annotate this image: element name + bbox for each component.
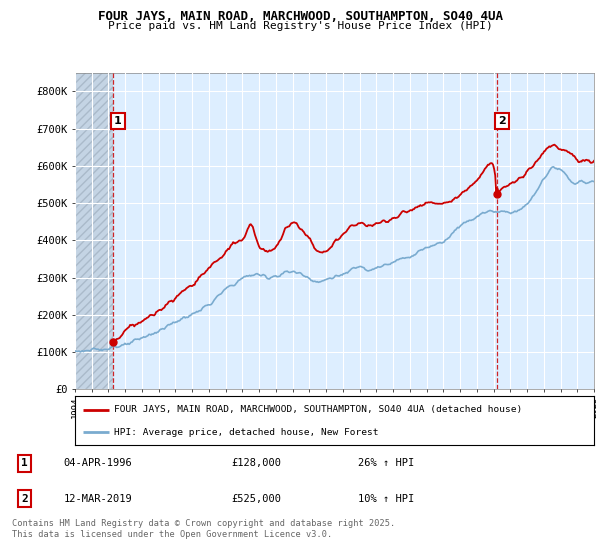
- Text: Price paid vs. HM Land Registry's House Price Index (HPI): Price paid vs. HM Land Registry's House …: [107, 21, 493, 31]
- Text: 10% ↑ HPI: 10% ↑ HPI: [358, 493, 414, 503]
- Text: FOUR JAYS, MAIN ROAD, MARCHWOOD, SOUTHAMPTON, SO40 4UA: FOUR JAYS, MAIN ROAD, MARCHWOOD, SOUTHAM…: [97, 10, 503, 23]
- Text: 1: 1: [21, 459, 28, 469]
- Text: 2: 2: [21, 493, 28, 503]
- Text: 2: 2: [498, 116, 506, 126]
- Text: £525,000: £525,000: [231, 493, 281, 503]
- Text: £128,000: £128,000: [231, 459, 281, 469]
- Text: Contains HM Land Registry data © Crown copyright and database right 2025.
This d: Contains HM Land Registry data © Crown c…: [12, 519, 395, 539]
- Text: 1: 1: [114, 116, 122, 126]
- Bar: [113, 73, 594, 389]
- Bar: [75, 73, 113, 389]
- Text: HPI: Average price, detached house, New Forest: HPI: Average price, detached house, New …: [114, 428, 379, 437]
- Text: 26% ↑ HPI: 26% ↑ HPI: [358, 459, 414, 469]
- Text: FOUR JAYS, MAIN ROAD, MARCHWOOD, SOUTHAMPTON, SO40 4UA (detached house): FOUR JAYS, MAIN ROAD, MARCHWOOD, SOUTHAM…: [114, 405, 522, 414]
- Text: 12-MAR-2019: 12-MAR-2019: [64, 493, 133, 503]
- Text: 04-APR-1996: 04-APR-1996: [64, 459, 133, 469]
